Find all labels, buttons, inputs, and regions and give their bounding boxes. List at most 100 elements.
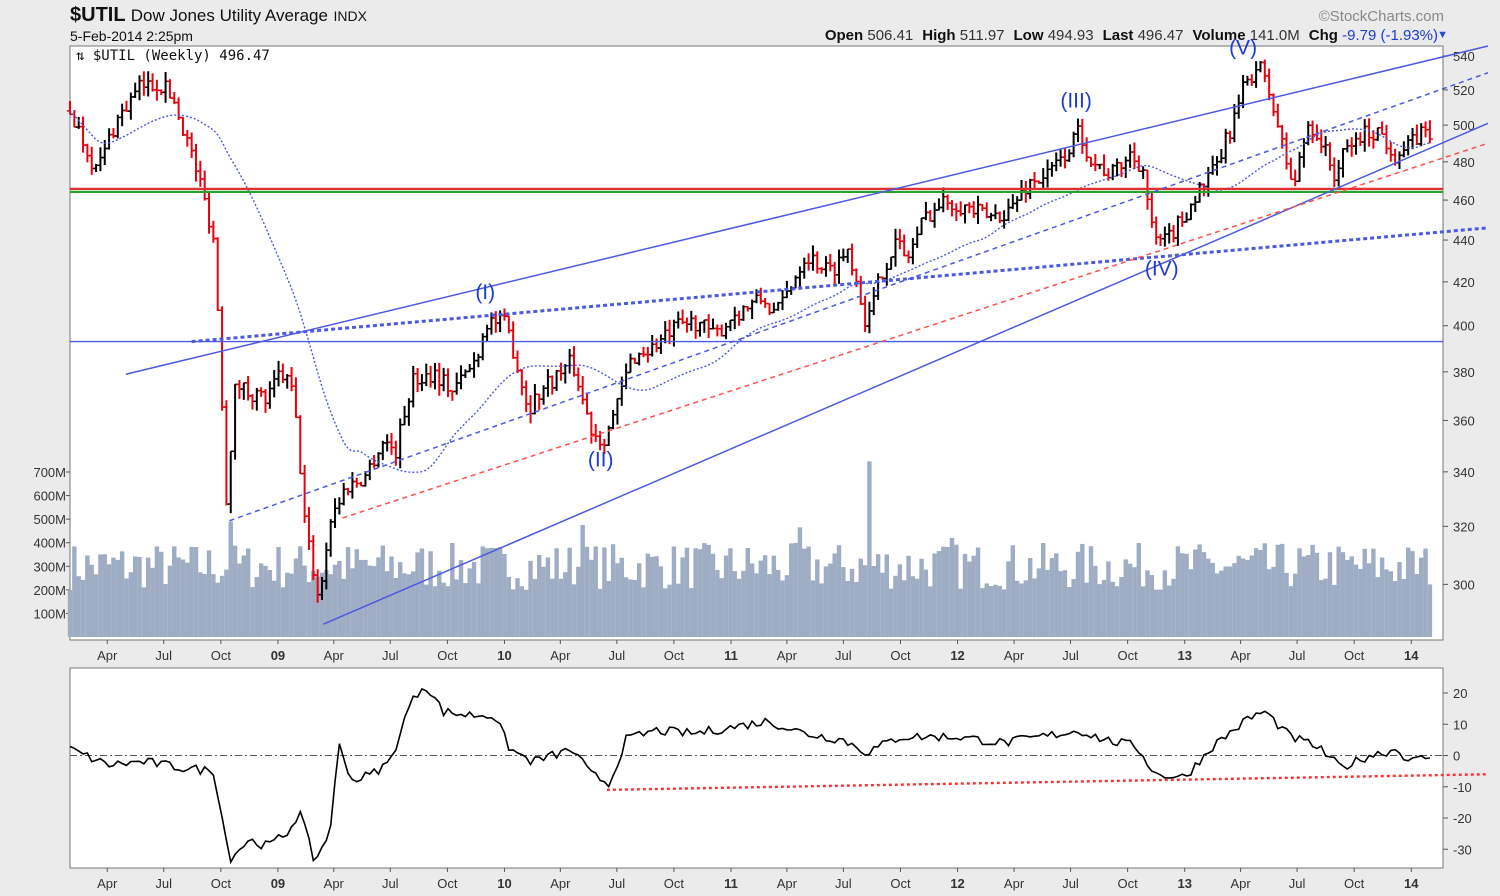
- volume-bar: [1006, 561, 1011, 637]
- volume-bar: [202, 574, 207, 637]
- volume-bar: [1310, 544, 1315, 637]
- volume-bar: [311, 570, 316, 637]
- volume-bar: [1423, 548, 1428, 637]
- volume-bar: [1054, 553, 1059, 637]
- volume-bar: [1067, 586, 1072, 637]
- volume-bar: [489, 547, 494, 637]
- volume-bar: [1014, 580, 1020, 637]
- volume-bar: [1388, 571, 1393, 637]
- volume-bar: [1193, 549, 1198, 637]
- volume-bar: [1271, 566, 1276, 637]
- volume-bar: [793, 542, 798, 637]
- volume-bar: [424, 584, 429, 637]
- volume-bar: [163, 584, 168, 637]
- volume-bar: [471, 561, 477, 637]
- volume-bar: [854, 582, 859, 637]
- volume-bar: [875, 554, 881, 637]
- volume-bar: [1349, 556, 1354, 637]
- volume-bar: [258, 563, 264, 637]
- volume-bar: [85, 555, 90, 637]
- open-label: Open: [824, 27, 864, 44]
- volume-bar: [1214, 573, 1220, 637]
- volume-bar: [815, 559, 820, 637]
- last-label: Last: [1102, 27, 1134, 44]
- volume-bar: [298, 546, 303, 637]
- x-tick-label: Apr: [1004, 876, 1025, 891]
- volume-bar: [802, 548, 807, 637]
- volume-bar: [185, 562, 190, 637]
- volume-bar: [106, 564, 112, 637]
- volume-bar: [1353, 564, 1359, 637]
- volume-bar: [519, 586, 525, 637]
- osc-tick-label: -10: [1453, 780, 1472, 795]
- x-tick-label: Jul: [1289, 648, 1306, 663]
- x-tick-label: Apr: [550, 876, 571, 891]
- volume-bar: [884, 554, 890, 637]
- volume-bar: [419, 548, 425, 637]
- oscillator-line: [69, 687, 1431, 865]
- volume-bar: [119, 551, 125, 637]
- volume-bar: [1223, 566, 1228, 637]
- volume-bar: [276, 547, 281, 637]
- volume-bar: [76, 576, 81, 637]
- volume-bar: [124, 578, 129, 637]
- volume-bar: [1101, 579, 1107, 637]
- x-tick-label: Jul: [1062, 648, 1079, 663]
- volume-bar: [1358, 568, 1363, 637]
- volume-bar: [693, 548, 698, 637]
- volume-bar: [545, 557, 551, 637]
- volume-bar: [1327, 552, 1333, 637]
- x-tick-label: Jul: [382, 876, 399, 891]
- volume-bar: [206, 550, 212, 637]
- volume-bar: [949, 538, 955, 637]
- volume-bar: [1136, 543, 1142, 637]
- volume-bar: [1384, 569, 1389, 637]
- volume-bar: [232, 545, 238, 637]
- volume-bar: [550, 578, 555, 637]
- volume-bar: [445, 586, 451, 637]
- volume-bar: [189, 546, 194, 637]
- x-tick-label: 14: [1404, 876, 1419, 891]
- volume-bar: [228, 521, 233, 637]
- brand-label[interactable]: ©StockCharts.com: [1318, 8, 1444, 25]
- volume-bar: [332, 564, 338, 637]
- volume-value: 141.0M: [1249, 27, 1300, 44]
- volume-tick-label: 700M: [33, 465, 66, 480]
- x-tick-label: Apr: [777, 648, 798, 663]
- volume-bar: [1306, 555, 1311, 637]
- volume-bar: [915, 578, 920, 637]
- volume-bar: [1201, 552, 1207, 637]
- elliott-wave-label: (II): [588, 449, 614, 472]
- volume-bar: [411, 571, 416, 637]
- x-tick-label: Oct: [1118, 648, 1139, 663]
- ohlc-readout: Open 506.41 High 511.97 Low 494.93 Last 496…: [825, 27, 1438, 44]
- volume-bar: [1097, 584, 1102, 637]
- price-tick-label: 440: [1453, 233, 1475, 248]
- volume-bar: [1401, 578, 1407, 637]
- volume-bar: [867, 461, 872, 637]
- volume-bar: [797, 527, 803, 637]
- volume-bar: [1175, 546, 1181, 637]
- volume-bar: [1258, 550, 1263, 637]
- volume-bar: [341, 578, 346, 637]
- volume-bar: [658, 566, 664, 637]
- chg-down-arrow-icon[interactable]: ▼: [1437, 29, 1448, 41]
- x-tick-label: Apr: [1004, 648, 1025, 663]
- x-tick-label: Oct: [664, 876, 685, 891]
- volume-bar: [354, 549, 359, 637]
- volume-bar: [72, 546, 77, 637]
- price-tick-label: 520: [1453, 83, 1475, 98]
- volume-bar: [1149, 575, 1155, 637]
- volume-bar: [154, 546, 160, 637]
- volume-bar: [280, 587, 286, 637]
- volume-bar: [1123, 559, 1128, 637]
- volume-bar: [649, 556, 655, 637]
- volume-bar: [450, 542, 455, 637]
- volume-bar: [102, 554, 107, 637]
- volume-bar: [1140, 586, 1146, 637]
- price-tick-label: 360: [1453, 413, 1475, 428]
- volume-bar: [580, 525, 585, 637]
- volume-bar: [771, 555, 777, 637]
- volume-bar: [945, 546, 950, 637]
- volume-bar: [1245, 560, 1250, 637]
